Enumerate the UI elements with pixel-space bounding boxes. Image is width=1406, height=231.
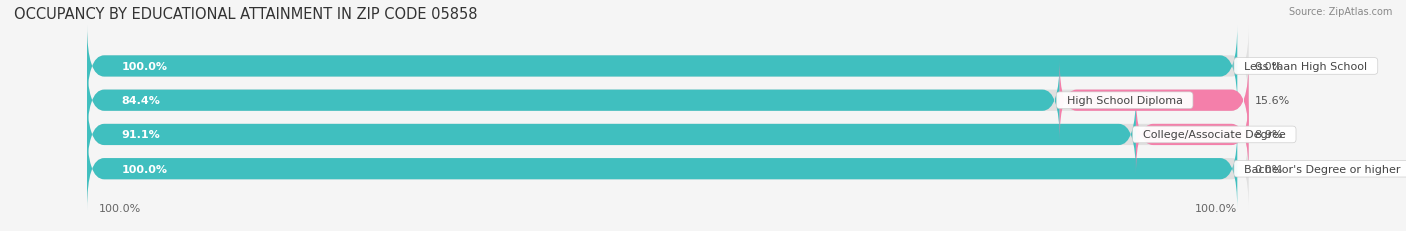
Text: 8.9%: 8.9% xyxy=(1254,130,1282,140)
Text: 91.1%: 91.1% xyxy=(121,130,160,140)
Text: OCCUPANCY BY EDUCATIONAL ATTAINMENT IN ZIP CODE 05858: OCCUPANCY BY EDUCATIONAL ATTAINMENT IN Z… xyxy=(14,7,478,22)
Text: High School Diploma: High School Diploma xyxy=(1060,96,1189,106)
FancyBboxPatch shape xyxy=(87,94,1136,175)
FancyBboxPatch shape xyxy=(87,128,1237,210)
FancyBboxPatch shape xyxy=(87,60,1060,141)
Text: 100.0%: 100.0% xyxy=(121,164,167,174)
Text: 15.6%: 15.6% xyxy=(1254,96,1289,106)
Text: 0.0%: 0.0% xyxy=(1254,62,1282,72)
Text: College/Associate Degree: College/Associate Degree xyxy=(1136,130,1292,140)
Text: Bachelor's Degree or higher: Bachelor's Degree or higher xyxy=(1237,164,1406,174)
Text: Less than High School: Less than High School xyxy=(1237,62,1375,72)
FancyBboxPatch shape xyxy=(87,128,1249,210)
FancyBboxPatch shape xyxy=(1136,94,1249,175)
Text: Source: ZipAtlas.com: Source: ZipAtlas.com xyxy=(1288,7,1392,17)
Text: 100.0%: 100.0% xyxy=(121,62,167,72)
Text: 84.4%: 84.4% xyxy=(121,96,160,106)
FancyBboxPatch shape xyxy=(87,60,1249,141)
Text: 0.0%: 0.0% xyxy=(1254,164,1282,174)
Text: 100.0%: 100.0% xyxy=(98,203,141,213)
FancyBboxPatch shape xyxy=(87,26,1237,107)
FancyBboxPatch shape xyxy=(1060,60,1249,141)
FancyBboxPatch shape xyxy=(87,94,1249,175)
FancyBboxPatch shape xyxy=(87,26,1249,107)
Text: 100.0%: 100.0% xyxy=(1195,203,1237,213)
